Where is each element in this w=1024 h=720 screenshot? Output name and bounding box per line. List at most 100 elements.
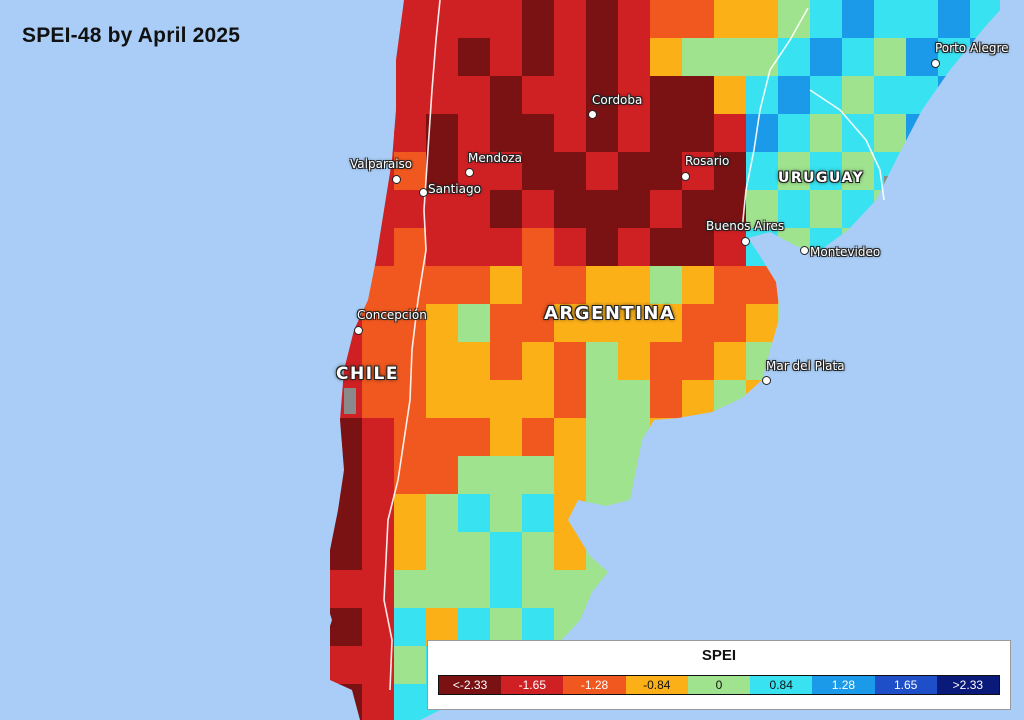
raster-cell [906, 76, 939, 115]
raster-cell [618, 304, 651, 343]
raster-cell [714, 570, 747, 609]
raster-cell [778, 304, 811, 343]
city-label-montevideo: Montevideo [810, 245, 881, 259]
raster-cell [874, 38, 907, 77]
raster-cell [970, 76, 1000, 115]
raster-cell [426, 418, 459, 457]
raster-cell [330, 532, 363, 571]
raster-cell [618, 190, 651, 229]
raster-cell [394, 494, 427, 533]
raster-cell [650, 304, 683, 343]
raster-cell [394, 646, 427, 685]
raster-cell [426, 304, 459, 343]
raster-cell [330, 38, 363, 77]
raster-cell [938, 304, 971, 343]
raster-cell [586, 418, 619, 457]
raster-cell [778, 380, 811, 419]
raster-cell [746, 494, 779, 533]
raster-cell [746, 228, 779, 267]
raster-cell [810, 114, 843, 153]
raster-cell [458, 342, 491, 381]
legend-class-1: -1.65 [501, 676, 564, 694]
raster-cell [970, 228, 1000, 267]
raster-cell [650, 570, 683, 609]
raster-cell [650, 456, 683, 495]
raster-cell [554, 342, 587, 381]
raster-cell [650, 494, 683, 533]
raster-cell [586, 532, 619, 571]
raster-cell [458, 114, 491, 153]
raster-cell [842, 532, 875, 571]
raster-cell [330, 456, 363, 495]
raster-cell [714, 304, 747, 343]
raster-cell [426, 494, 459, 533]
raster-cell [746, 114, 779, 153]
raster-cell [938, 228, 971, 267]
raster-cell [810, 0, 843, 39]
raster-cell [810, 38, 843, 77]
raster-cell [490, 114, 523, 153]
raster-cell [394, 228, 427, 267]
raster-cell [458, 456, 491, 495]
raster-cell [650, 418, 683, 457]
raster-cell [938, 114, 971, 153]
raster-cell [938, 532, 971, 571]
raster-cell [330, 266, 363, 305]
raster-cell [458, 190, 491, 229]
raster-cell [970, 494, 1000, 533]
raster-cell [842, 266, 875, 305]
raster-cell [458, 494, 491, 533]
raster-cell [682, 266, 715, 305]
raster-cell [1002, 114, 1024, 153]
raster-cell [938, 266, 971, 305]
raster-cell [842, 152, 875, 191]
raster-cell [586, 380, 619, 419]
raster-cell [458, 0, 491, 39]
raster-cell [426, 266, 459, 305]
raster-cell [970, 266, 1000, 305]
raster-cell [906, 38, 939, 77]
raster-cell [714, 38, 747, 77]
raster-cell [618, 114, 651, 153]
raster-cell [1002, 342, 1024, 381]
raster-cell [746, 418, 779, 457]
raster-cell [682, 114, 715, 153]
raster-cell [874, 494, 907, 533]
raster-cell [426, 570, 459, 609]
raster-cell [554, 114, 587, 153]
raster-cell [554, 304, 587, 343]
raster-cell [810, 152, 843, 191]
raster-cell [426, 380, 459, 419]
raster-cell [426, 114, 459, 153]
raster-cell [522, 152, 555, 191]
raster-cell [650, 532, 683, 571]
raster-cell [714, 0, 747, 39]
raster-cell [1002, 532, 1024, 571]
raster-cell [938, 570, 971, 609]
raster-cell [362, 418, 395, 457]
raster-cell [650, 114, 683, 153]
raster-cell [490, 190, 523, 229]
raster-cell [874, 342, 907, 381]
raster-cell [970, 114, 1000, 153]
raster-cell [330, 76, 363, 115]
raster-cell [778, 418, 811, 457]
raster-cell [682, 190, 715, 229]
raster-cell [746, 570, 779, 609]
raster-cell [554, 266, 587, 305]
raster-cell [778, 152, 811, 191]
raster-cell [938, 342, 971, 381]
raster-cell [586, 190, 619, 229]
valparaiso-marker [392, 175, 401, 184]
raster-cell [394, 532, 427, 571]
raster-cell [522, 570, 555, 609]
raster-cell [490, 38, 523, 77]
raster-cell [522, 190, 555, 229]
raster-cell [682, 380, 715, 419]
raster-cell [522, 304, 555, 343]
raster-cell [554, 38, 587, 77]
raster-cell [1002, 152, 1024, 191]
raster-cell [714, 418, 747, 457]
raster-cell [714, 456, 747, 495]
raster-cell [842, 76, 875, 115]
